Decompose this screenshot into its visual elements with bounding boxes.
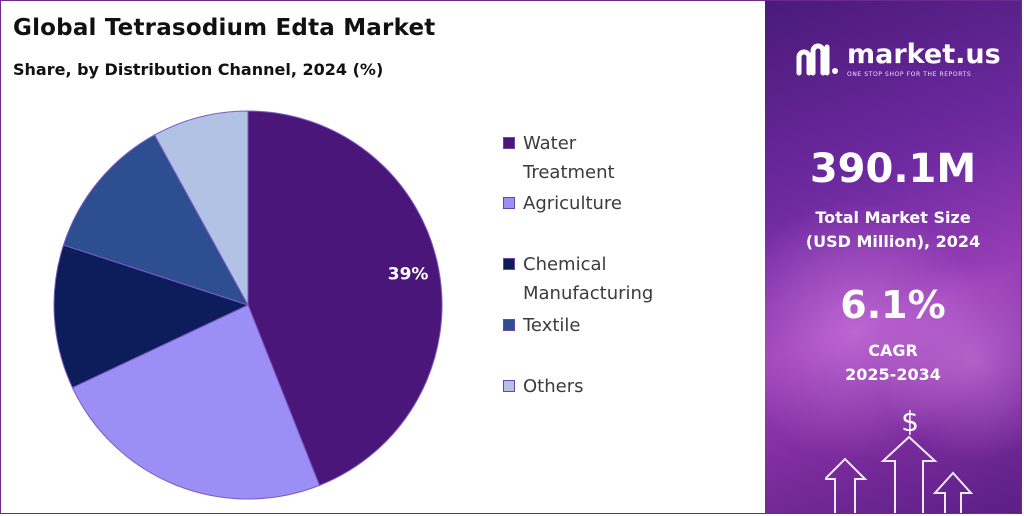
cagr-period: 2025-2034 bbox=[845, 365, 941, 384]
pie-slice-others bbox=[153, 110, 249, 306]
cagr-value: 6.1% bbox=[840, 283, 946, 327]
pie-data-label: 39% bbox=[388, 265, 429, 285]
market-size-label: (USD Million), 2024 bbox=[805, 232, 981, 251]
background-glow bbox=[765, 201, 985, 461]
legend-swatch bbox=[503, 319, 515, 331]
legend-label: Others bbox=[523, 376, 584, 397]
brand-logo: market.us ONE STOP SHOP FOR THE REPORTS bbox=[795, 41, 1001, 78]
chart-panel: Global Tetrasodium Edta Market Share, by… bbox=[1, 1, 764, 513]
chart-title: Global Tetrasodium Edta Market bbox=[13, 15, 436, 41]
pie-slice-water-treatment bbox=[247, 110, 443, 487]
legend-label: Textile bbox=[523, 315, 581, 336]
legend-swatch bbox=[503, 258, 515, 270]
pie-chart: 39% bbox=[53, 110, 443, 500]
legend-swatch bbox=[503, 197, 515, 209]
legend-item-agriculture: Agriculture bbox=[503, 189, 673, 218]
dollar-icon: $ bbox=[901, 405, 919, 438]
legend-label: Chemical Manufacturing bbox=[523, 254, 654, 304]
cagr-label: CAGR bbox=[868, 341, 918, 360]
legend-label: Agriculture bbox=[523, 193, 622, 214]
pie-slice-chemical-manufacturing bbox=[53, 244, 250, 389]
brand-name: market.us bbox=[847, 39, 1001, 70]
market-size-value: 390.1M bbox=[809, 146, 977, 192]
chart-subtitle: Share, by Distribution Channel, 2024 (%) bbox=[13, 60, 384, 79]
market-size-label: Total Market Size bbox=[815, 208, 971, 227]
pie-slice-agriculture bbox=[71, 304, 321, 500]
market-us-logo-icon bbox=[796, 43, 838, 75]
stats-panel: market.us ONE STOP SHOP FOR THE REPORTS … bbox=[765, 1, 1021, 513]
legend-swatch bbox=[503, 137, 515, 149]
brand-tagline: ONE STOP SHOP FOR THE REPORTS bbox=[847, 71, 972, 78]
legend-item-others: Others bbox=[503, 372, 673, 401]
brand-text: market.us ONE STOP SHOP FOR THE REPORTS bbox=[847, 39, 1001, 79]
legend-label: Water Treatment bbox=[523, 133, 615, 183]
legend-item-water-treatment: Water Treatment bbox=[503, 129, 673, 187]
legend-swatch bbox=[503, 380, 515, 392]
pie-slice-textile bbox=[62, 134, 250, 306]
legend-item-chemical-manufacturing: Chemical Manufacturing bbox=[503, 250, 683, 308]
legend-item-textile: Textile bbox=[503, 311, 673, 340]
growth-arrows-icon bbox=[825, 435, 974, 513]
